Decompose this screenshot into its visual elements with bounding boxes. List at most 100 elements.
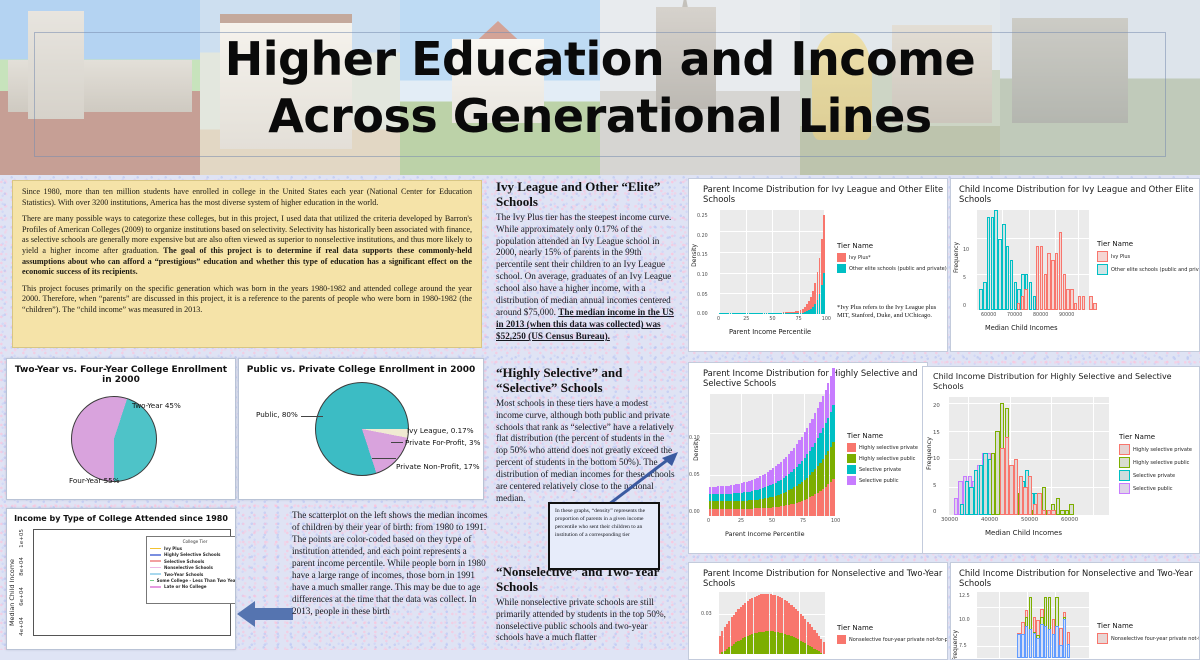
chart-child-income-selective: Child Income Distribution for Highly Sel…	[922, 366, 1200, 554]
bar-nonselective-private	[765, 593, 768, 655]
bar-other-elite	[740, 313, 743, 315]
bar-highly-selective-private	[793, 503, 796, 517]
bar-highly-selective-private	[1004, 436, 1010, 516]
bar-highly-selective-private	[711, 508, 714, 517]
bar-highly-selective-private	[722, 508, 725, 517]
gg1-x-tick-1: 25	[743, 317, 750, 323]
legend-swatch-late-or-no-college	[150, 586, 161, 588]
gg1-legend: Tier Name Ivy Plus* Other elite schools …	[837, 242, 947, 275]
gridline-vertical	[740, 394, 742, 517]
gg2-title: Child Income Distribution for Ivy League…	[959, 184, 1194, 205]
gg4-x-tick-2: 50000	[1021, 517, 1039, 524]
bar-highly-selective-private	[740, 508, 743, 517]
bar-highly-selective-private	[819, 490, 822, 517]
bar-highly-selective-public	[779, 493, 783, 517]
bar-ivy-plus	[810, 296, 812, 315]
bar-highly-selective-private	[724, 508, 728, 517]
gg4-legend-item: Selective public	[1119, 483, 1192, 495]
bar-highly-selective-public	[761, 498, 764, 517]
gridline-horizontal	[949, 431, 1109, 433]
scatter-legend-item: Late or No College	[150, 584, 235, 589]
gg3-x-axis-label: Parent Income Percentile	[725, 530, 805, 539]
bar-nonselective-public	[732, 643, 735, 655]
bar-other-elite	[795, 313, 798, 315]
bar-highly-selective-public	[821, 459, 825, 517]
bar-other-elite	[729, 313, 732, 315]
bar-other-elite	[731, 313, 734, 315]
bar-highly-selective-public	[1055, 498, 1060, 516]
bar-other-elite	[727, 313, 730, 315]
bar-other-elite	[721, 313, 723, 315]
gg3-y-tick-2: 0.10	[689, 436, 700, 442]
bar-ivy-plus	[774, 312, 776, 315]
bar-highly-selective-public	[795, 485, 798, 517]
bar-ivy-plus	[782, 312, 785, 315]
bar-highly-selective-private	[751, 508, 754, 517]
bar-nonselective-private	[725, 623, 728, 655]
gg2-legend-title: Tier Name	[1097, 240, 1134, 249]
bar-nonselective-private	[774, 595, 777, 655]
campus-photo-4	[600, 0, 800, 175]
gg3-y-axis-label: Density	[693, 438, 700, 461]
bar-highly-selective-private	[716, 508, 720, 517]
bar-ivy-plus	[1047, 253, 1051, 311]
bar-nonselective-public	[792, 637, 795, 655]
gg4-x-axis-label: Median Child Incomes	[985, 529, 1062, 538]
bar-other-elite	[793, 313, 796, 315]
pie-leader-line-forprofit	[391, 441, 403, 443]
bar-nonselective-private	[806, 621, 809, 655]
legend-swatch-ivy-plus	[837, 253, 846, 263]
gg3-plot-panel	[709, 368, 835, 517]
gg3-title: Parent Income Distribution for Highly Se…	[703, 368, 918, 389]
bar-nonselective-private	[820, 638, 823, 655]
bar-highly-selective-private	[732, 508, 735, 517]
legend-swatch-other-elite	[1097, 264, 1108, 276]
bar-ivy-plus	[814, 282, 817, 315]
introduction-textbox: Since 1980, more than ten million studen…	[12, 180, 482, 348]
bar-ivy-plus	[795, 311, 798, 315]
gg4-x-tick-1: 40000	[981, 517, 999, 524]
bar-highly-selective-private	[769, 507, 772, 517]
gg5-legend-title: Tier Name	[837, 624, 874, 633]
bar-ivy-plus	[1058, 231, 1063, 311]
bar-highly-selective-public	[995, 430, 1000, 516]
chart-pie-public-vs-private: Public vs. Private College Enrollment in…	[238, 358, 484, 500]
bar-ivy-plus	[786, 312, 789, 315]
bar-highly-selective-private	[808, 497, 812, 517]
legend-label-ivy-plus: Ivy Plus*	[849, 254, 871, 261]
bar-nonselective-public	[765, 631, 768, 655]
bar-highly-selective-private	[735, 508, 738, 517]
gg1-y-tick-5: 0.25	[697, 214, 708, 220]
gg5-plot-panel	[719, 592, 825, 655]
bar-other-elite	[735, 313, 738, 315]
bar-highly-selective-public	[990, 453, 995, 516]
gg3-x-tick-4: 100	[831, 519, 841, 525]
gg2-area: Frequency Median Child Incomes Tier Name…	[951, 204, 1199, 344]
bar-highly-selective-private	[782, 505, 785, 517]
bar-highly-selective-private	[766, 507, 770, 517]
bar-highly-selective-private	[1014, 459, 1019, 516]
bar-highly-selective-private	[730, 508, 733, 517]
bar-highly-selective-public	[790, 489, 793, 517]
bar-other-elite	[1028, 281, 1033, 311]
bar-highly-selective-public	[740, 500, 743, 517]
bar-highly-selective-private	[824, 486, 827, 517]
bar-other-elite	[719, 313, 721, 315]
bar-highly-selective-public	[1069, 503, 1074, 516]
gridline-vertical	[772, 394, 773, 517]
bar-nonselective-private	[758, 594, 761, 655]
gridline-vertical	[798, 210, 800, 315]
bar-ivy-plus	[793, 311, 796, 315]
bar-other-elite	[752, 313, 755, 315]
bar-nonselective-private	[811, 627, 814, 655]
bar-nonselective-private	[753, 596, 756, 655]
bar-nonselective-private	[778, 597, 781, 655]
bar-ivy-plus	[801, 308, 804, 315]
legend-swatch-selective	[150, 560, 161, 563]
gridline-horizontal	[977, 606, 1089, 608]
title-line-2: Across Generational Lines	[268, 88, 932, 143]
intro-paragraph-2: There are many possible ways to categori…	[22, 214, 472, 278]
gg2-x-tick-3: 90000	[1059, 313, 1075, 319]
gg1-legend-title: Tier Name	[837, 242, 874, 251]
bar-highly-selective-private	[787, 504, 791, 517]
